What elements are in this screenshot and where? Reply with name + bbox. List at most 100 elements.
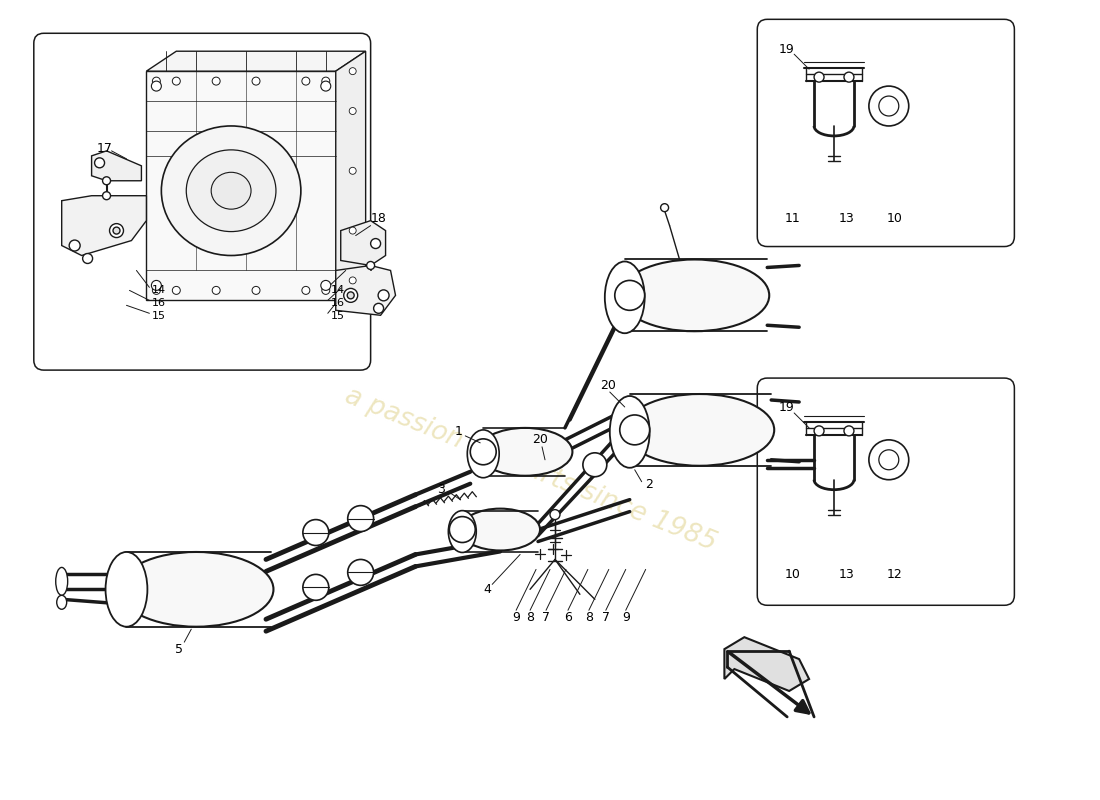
Circle shape	[95, 158, 104, 168]
Text: 7: 7	[542, 610, 550, 624]
Circle shape	[69, 240, 80, 251]
Circle shape	[348, 559, 374, 586]
Circle shape	[348, 506, 374, 531]
Ellipse shape	[619, 259, 769, 331]
Text: 3: 3	[438, 483, 446, 496]
FancyBboxPatch shape	[757, 378, 1014, 606]
Ellipse shape	[605, 262, 645, 334]
Text: 7: 7	[602, 610, 609, 624]
Circle shape	[173, 286, 180, 294]
Polygon shape	[336, 266, 396, 315]
Text: 13: 13	[839, 568, 855, 581]
Ellipse shape	[106, 552, 147, 626]
Circle shape	[349, 277, 356, 284]
Circle shape	[844, 426, 854, 436]
Ellipse shape	[186, 150, 276, 231]
Polygon shape	[336, 51, 365, 300]
Ellipse shape	[609, 396, 650, 468]
Circle shape	[153, 286, 161, 294]
Circle shape	[301, 77, 310, 85]
Circle shape	[374, 303, 384, 314]
Text: 9: 9	[621, 610, 629, 624]
FancyBboxPatch shape	[757, 19, 1014, 246]
Polygon shape	[725, 637, 810, 691]
Ellipse shape	[119, 552, 274, 626]
Circle shape	[378, 290, 389, 301]
Ellipse shape	[162, 126, 301, 255]
Text: 15: 15	[152, 311, 165, 322]
Text: 13: 13	[839, 212, 855, 225]
Circle shape	[349, 227, 356, 234]
Circle shape	[82, 254, 92, 263]
Text: 17: 17	[97, 142, 112, 155]
Text: 6: 6	[564, 610, 572, 624]
Circle shape	[322, 77, 330, 85]
Circle shape	[302, 574, 329, 600]
Circle shape	[450, 517, 475, 542]
Circle shape	[619, 415, 650, 445]
Polygon shape	[146, 71, 336, 300]
Circle shape	[302, 519, 329, 546]
Circle shape	[879, 450, 899, 470]
Text: 14: 14	[331, 286, 345, 295]
Circle shape	[153, 77, 161, 85]
Text: 1: 1	[454, 426, 462, 438]
Circle shape	[814, 426, 824, 436]
Circle shape	[321, 81, 331, 91]
FancyBboxPatch shape	[34, 34, 371, 370]
Circle shape	[371, 238, 381, 249]
Circle shape	[615, 281, 645, 310]
Circle shape	[152, 81, 162, 91]
Text: 5: 5	[175, 642, 184, 656]
Circle shape	[102, 192, 110, 200]
Ellipse shape	[468, 430, 499, 478]
Text: 12: 12	[887, 568, 903, 581]
Text: 4: 4	[483, 583, 492, 596]
Circle shape	[152, 281, 162, 290]
Circle shape	[348, 292, 354, 299]
Ellipse shape	[460, 509, 540, 550]
Ellipse shape	[57, 595, 67, 610]
Polygon shape	[91, 151, 142, 181]
Polygon shape	[146, 51, 365, 71]
Circle shape	[879, 96, 899, 116]
Ellipse shape	[211, 172, 251, 209]
Text: 11: 11	[784, 212, 800, 225]
Circle shape	[349, 107, 356, 114]
Circle shape	[869, 440, 909, 480]
Circle shape	[844, 72, 854, 82]
Text: a passion for parts since 1985: a passion for parts since 1985	[341, 383, 719, 557]
Circle shape	[321, 281, 331, 290]
Circle shape	[349, 167, 356, 174]
Text: 8: 8	[526, 610, 535, 624]
Circle shape	[471, 439, 496, 465]
Circle shape	[110, 224, 123, 238]
Text: 8: 8	[585, 610, 593, 624]
Circle shape	[583, 453, 607, 477]
Circle shape	[366, 262, 375, 270]
Circle shape	[814, 72, 824, 82]
Text: 10: 10	[784, 568, 800, 581]
Circle shape	[252, 286, 260, 294]
Text: 16: 16	[331, 298, 344, 308]
Text: 15: 15	[331, 311, 344, 322]
Ellipse shape	[625, 394, 774, 466]
Circle shape	[661, 204, 669, 212]
Text: 20: 20	[600, 378, 616, 391]
Text: 16: 16	[152, 298, 165, 308]
Circle shape	[173, 77, 180, 85]
Text: 14: 14	[152, 286, 165, 295]
Text: 19: 19	[779, 42, 794, 56]
Text: 18: 18	[371, 212, 386, 225]
Text: 10: 10	[887, 212, 903, 225]
Circle shape	[301, 286, 310, 294]
Circle shape	[322, 286, 330, 294]
Circle shape	[252, 77, 260, 85]
Text: 19: 19	[779, 402, 794, 414]
Circle shape	[102, 177, 110, 185]
Text: 2: 2	[645, 478, 652, 491]
Text: 20: 20	[532, 434, 548, 446]
Ellipse shape	[449, 510, 476, 553]
Ellipse shape	[477, 428, 572, 476]
Ellipse shape	[56, 567, 68, 595]
